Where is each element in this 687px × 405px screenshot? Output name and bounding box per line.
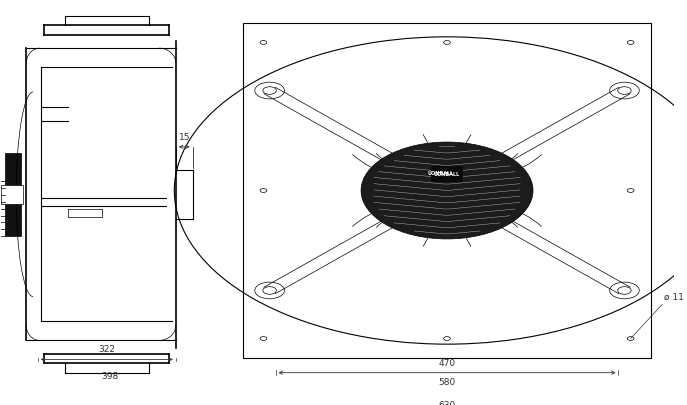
Text: 322: 322: [98, 345, 115, 354]
Bar: [1, 185, 23, 204]
Text: UONBALL: UONBALL: [434, 172, 460, 177]
Text: UONBALL: UONBALL: [427, 171, 453, 176]
Text: ø 11: ø 11: [664, 292, 684, 301]
Text: 470: 470: [438, 359, 455, 368]
Bar: [431, 166, 463, 182]
Circle shape: [361, 142, 533, 239]
Text: 15: 15: [179, 133, 190, 142]
Bar: [243, 23, 651, 358]
Text: 580: 580: [438, 378, 455, 387]
Text: 630: 630: [438, 401, 455, 405]
Text: 398: 398: [101, 372, 118, 381]
Bar: [5, 153, 21, 236]
